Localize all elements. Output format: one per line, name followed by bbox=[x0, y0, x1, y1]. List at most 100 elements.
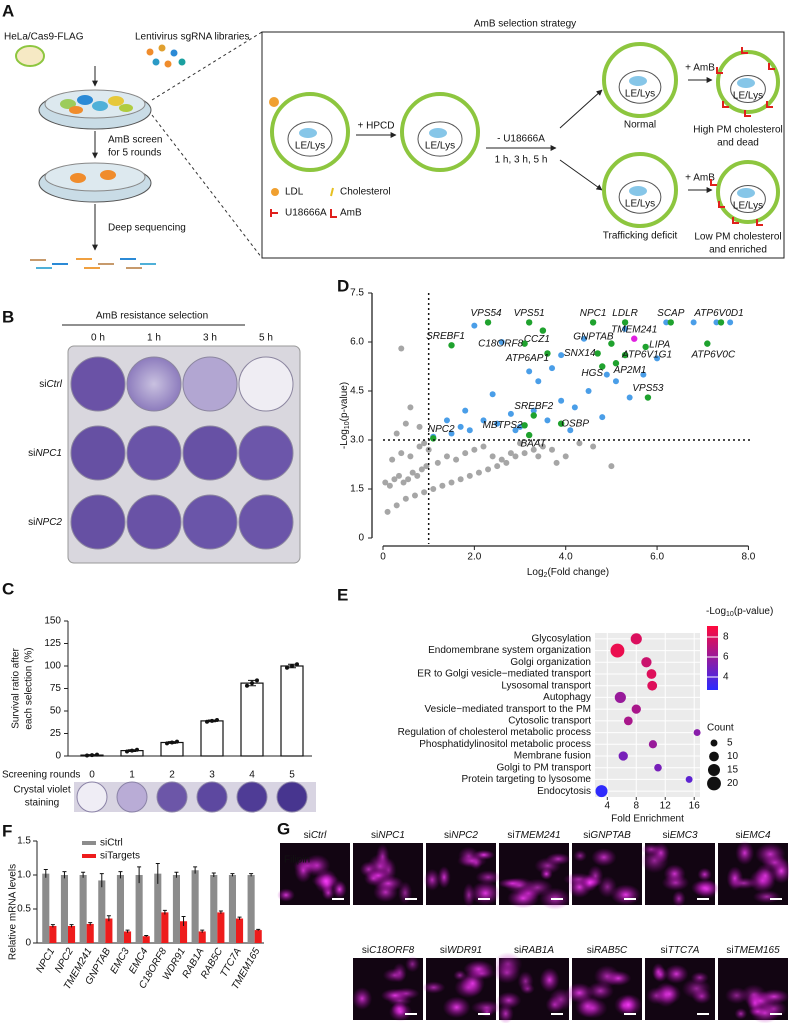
condition-label-part: EMC3 bbox=[670, 830, 698, 841]
replicate-point bbox=[285, 665, 289, 670]
signal bbox=[734, 1007, 748, 1020]
well bbox=[182, 356, 238, 412]
point bbox=[558, 397, 565, 404]
gene-label: LDLR bbox=[612, 308, 638, 319]
point bbox=[558, 352, 565, 359]
point bbox=[443, 453, 450, 460]
point bbox=[557, 420, 565, 427]
point bbox=[521, 340, 528, 347]
signal bbox=[681, 978, 712, 1000]
point bbox=[457, 476, 464, 483]
bar bbox=[280, 665, 304, 757]
error-bar bbox=[230, 873, 235, 877]
organelle bbox=[287, 121, 333, 157]
signal bbox=[437, 866, 451, 889]
bar bbox=[247, 875, 255, 943]
error-bar bbox=[81, 871, 86, 878]
bar bbox=[180, 921, 188, 943]
signal bbox=[521, 878, 553, 897]
condition-label: siEMC3 bbox=[662, 830, 697, 841]
point bbox=[480, 443, 487, 450]
condition-label-part: si bbox=[726, 945, 733, 956]
term-label: Lysosomal transport bbox=[501, 680, 591, 691]
point bbox=[713, 319, 720, 326]
error-bar bbox=[137, 866, 142, 884]
point bbox=[507, 410, 514, 417]
point bbox=[621, 319, 629, 326]
point bbox=[498, 456, 505, 463]
cell-line: HeLa/Cas9-FLAG bbox=[4, 32, 84, 43]
point bbox=[521, 422, 528, 429]
term-label: Golgi to PM transport bbox=[497, 762, 592, 773]
bar bbox=[172, 875, 180, 943]
point bbox=[402, 420, 409, 427]
point bbox=[407, 404, 414, 411]
condition-label-part: si bbox=[362, 945, 369, 956]
y-tick-label: 7.5 bbox=[350, 288, 364, 299]
point bbox=[400, 479, 407, 486]
sequencing-text: Deep sequencing bbox=[108, 223, 186, 234]
x-tick-label: 12 bbox=[660, 801, 672, 812]
bar bbox=[142, 936, 150, 943]
organelle bbox=[417, 121, 463, 157]
replicate-point bbox=[245, 683, 249, 688]
point bbox=[585, 388, 592, 394]
dot bbox=[647, 680, 658, 691]
condition-label: siCtrl bbox=[304, 830, 328, 841]
point bbox=[386, 482, 393, 489]
bar bbox=[135, 875, 143, 943]
signal bbox=[422, 981, 446, 994]
point bbox=[539, 443, 546, 450]
point bbox=[512, 453, 519, 460]
point bbox=[626, 394, 633, 401]
condition-label: siC18ORF8 bbox=[362, 945, 415, 956]
condition-label-part: si bbox=[587, 945, 594, 956]
organelle-label: LE/Lys bbox=[733, 201, 763, 212]
term-label: Golgi organization bbox=[510, 657, 591, 668]
condition-label: siTMEM241 bbox=[507, 830, 560, 841]
organelle-core bbox=[737, 78, 755, 88]
point bbox=[393, 430, 400, 437]
gene-label: NPC1 bbox=[580, 308, 607, 319]
y-axis-title: each selection (%) bbox=[24, 647, 35, 729]
bar bbox=[60, 875, 68, 943]
column-label: 1 h bbox=[147, 333, 161, 344]
x-tick-label: 2.0 bbox=[467, 552, 481, 563]
replicate-point bbox=[250, 681, 254, 686]
condition-label: siTMEM165 bbox=[726, 945, 780, 956]
screen-text: for 5 rounds bbox=[108, 148, 161, 159]
staining-strip bbox=[74, 782, 316, 812]
point bbox=[603, 371, 610, 378]
condition-label-part: si bbox=[304, 830, 311, 841]
outcome-text: Low PM cholesterol bbox=[694, 232, 781, 243]
well bbox=[70, 356, 126, 412]
point bbox=[421, 440, 428, 447]
y-tick-label: 75 bbox=[50, 683, 62, 694]
x-tick-label: 0 bbox=[380, 552, 386, 563]
condition-label: siEMC4 bbox=[735, 830, 770, 841]
dot bbox=[623, 716, 633, 726]
error-bar bbox=[99, 873, 104, 888]
gene-label: C18ORF8 bbox=[478, 338, 523, 349]
x-axis-title: Screening rounds bbox=[2, 770, 80, 781]
point bbox=[471, 322, 478, 329]
point bbox=[654, 355, 661, 362]
bar bbox=[86, 923, 94, 943]
replicate-point bbox=[210, 718, 214, 723]
point bbox=[416, 443, 423, 450]
bar bbox=[160, 741, 184, 757]
signal bbox=[758, 989, 789, 1005]
error-bar bbox=[43, 869, 48, 878]
y-axis-title: Relative mRNA levels bbox=[8, 864, 19, 960]
dish bbox=[38, 89, 152, 130]
point bbox=[612, 378, 619, 385]
error-bar bbox=[155, 862, 160, 884]
step-text: + AmB bbox=[685, 173, 715, 184]
point bbox=[423, 463, 430, 470]
y-tick-label: 0 bbox=[358, 533, 364, 544]
y-axis-title-part: (p-value) bbox=[339, 382, 350, 421]
condition-label-part: TMEM241 bbox=[515, 830, 561, 841]
point bbox=[580, 335, 587, 342]
condition-label-part: si bbox=[444, 830, 451, 841]
